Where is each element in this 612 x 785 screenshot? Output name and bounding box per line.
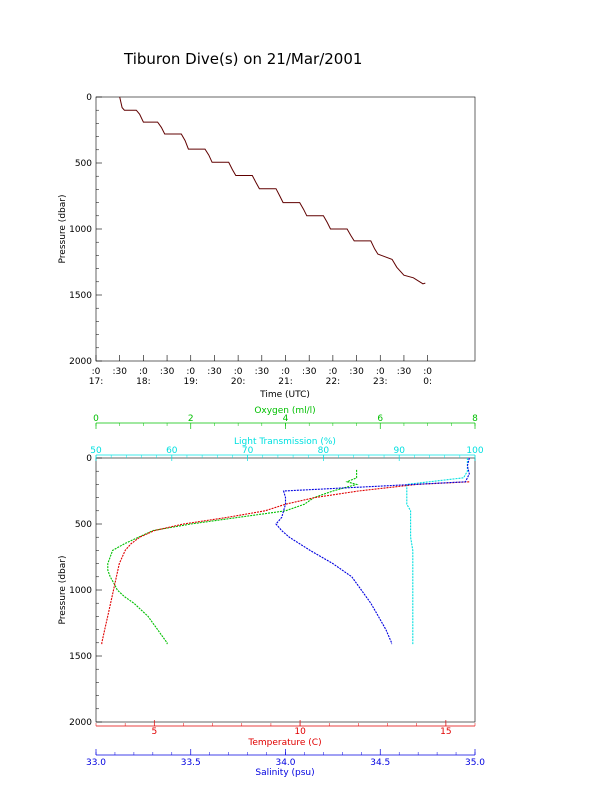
bottom-y-tick-label: 1000 — [69, 586, 92, 596]
chart-title: Tiburon Dive(s) on 21/Mar/2001 — [124, 50, 363, 68]
oxygen-tick-label: 6 — [377, 414, 383, 424]
dive-track-series — [119, 96, 426, 285]
top-x-tick-label: :30 — [207, 367, 222, 377]
top-x-tick-label: :30 — [397, 367, 412, 377]
bottom-y-tick-label: 500 — [75, 520, 92, 530]
transmission-axis-label: Light Transmission (%) — [234, 437, 336, 447]
transmission-tick-label: 70 — [242, 446, 254, 456]
top-x-ticks: :017::30:018::30:019::30:020::30:021::30… — [89, 355, 432, 387]
top-x-tick-hour-label: 22: — [326, 377, 340, 387]
salinity-axis-label: Salinity (psu) — [255, 768, 314, 778]
top-x-tick-label: :0 — [328, 367, 337, 377]
top-x-tick-label: :0 — [186, 367, 195, 377]
top-x-tick-hour-label: 0: — [423, 377, 432, 387]
dive-track-line — [119, 96, 426, 285]
top-x-tick-hour-label: 18: — [136, 377, 150, 387]
temperature-axis: 5 10 15 — [95, 720, 476, 737]
temperature-tick-label: 10 — [294, 727, 306, 737]
top-x-tick-hour-label: 23: — [373, 377, 387, 387]
salinity-profile-line — [275, 457, 470, 645]
temperature-axis-label: Temperature (C) — [247, 738, 321, 748]
top-y-tick-label: 0 — [86, 93, 92, 103]
top-x-tick-label: :30 — [112, 367, 127, 377]
top-x-tick-label: :30 — [255, 367, 270, 377]
bottom-y-ticks: 0 500 1000 1500 2000 — [69, 454, 102, 728]
top-x-tick-hour-label: 21: — [278, 377, 292, 387]
bottom-y-tick-label: 2000 — [69, 718, 92, 728]
top-plot-frame — [95, 96, 476, 362]
transmission-axis: 50 60 70 80 90 100 — [90, 446, 484, 461]
oxygen-tick-label: 4 — [283, 414, 289, 424]
salinity-axis: 33.0 33.5 34.0 34.5 35.0 — [86, 749, 485, 768]
top-x-tick-hour-label: 17: — [89, 377, 103, 387]
bottom-y-axis-label: Pressure (dbar) — [58, 556, 68, 625]
top-x-tick-label: :0 — [423, 367, 432, 377]
top-x-tick-label: :0 — [376, 367, 385, 377]
transmission-tick-label: 90 — [393, 446, 405, 456]
oxygen-axis: 0 2 4 6 8 — [93, 414, 478, 429]
bottom-y-tick-label: 0 — [86, 454, 92, 464]
oxygen-tick-label: 0 — [93, 414, 99, 424]
top-y-tick-label: 1500 — [69, 291, 92, 301]
top-x-tick-label: :30 — [349, 367, 364, 377]
top-y-ticks: 0 500 1000 1500 2000 — [69, 93, 102, 367]
top-y-tick-label: 2000 — [69, 357, 92, 367]
oxygen-tick-label: 8 — [472, 414, 478, 424]
top-x-tick-label: :30 — [302, 367, 317, 377]
salinity-tick-label: 33.0 — [86, 758, 106, 768]
temperature-tick-label: 5 — [151, 727, 157, 737]
top-y-axis-label: Pressure (dbar) — [58, 195, 68, 264]
top-x-tick-label: :0 — [234, 367, 243, 377]
top-x-axis-label: Time (UTC) — [259, 390, 310, 400]
salinity-tick-label: 34.0 — [275, 758, 295, 768]
top-x-tick-hour-label: 19: — [184, 377, 198, 387]
profile-series — [101, 457, 470, 645]
transmission-tick-label: 50 — [90, 446, 102, 456]
transmission-tick-label: 60 — [166, 446, 178, 456]
bottom-y-tick-label: 1500 — [69, 652, 92, 662]
top-x-tick-hour-label: 20: — [231, 377, 245, 387]
salinity-tick-label: 33.5 — [181, 758, 201, 768]
top-x-tick-label: :0 — [281, 367, 290, 377]
profile-panel: 0 500 1000 1500 2000 Pressure (dbar) 0 2 4 6 8 O… — [58, 406, 485, 778]
temperature-profile-line — [101, 481, 470, 645]
transmission-profile-line — [406, 458, 468, 645]
top-x-tick-label: :0 — [139, 367, 148, 377]
top-x-tick-label: :0 — [92, 367, 101, 377]
top-x-tick-label: :30 — [160, 367, 175, 377]
oxygen-tick-label: 2 — [188, 414, 194, 424]
transmission-tick-label: 80 — [318, 446, 330, 456]
oxygen-profile-line — [107, 469, 359, 645]
salinity-tick-label: 35.0 — [465, 758, 485, 768]
top-y-tick-label: 1000 — [69, 225, 92, 235]
oxygen-axis-label: Oxygen (ml/l) — [254, 406, 315, 416]
transmission-tick-label: 100 — [466, 446, 483, 456]
temperature-tick-label: 15 — [440, 727, 451, 737]
top-y-tick-label: 500 — [75, 159, 92, 169]
salinity-tick-label: 34.5 — [370, 758, 390, 768]
